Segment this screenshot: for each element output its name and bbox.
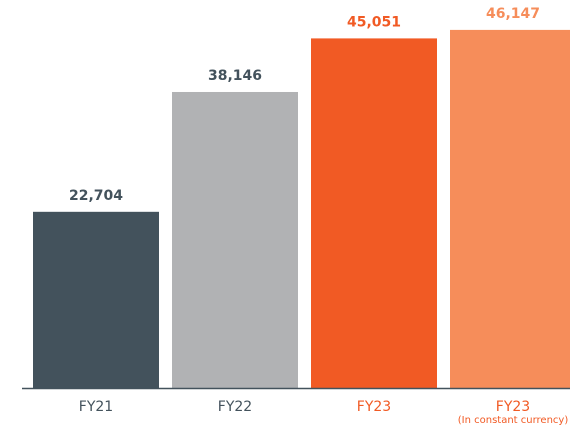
bar [450,29,570,388]
value-label: 45,051 [347,14,401,30]
bar [311,38,437,389]
x-tick-label: FY21 [79,399,113,415]
annotation: (In constant currency) [458,415,569,426]
x-tick-label: FY23 [496,399,530,415]
value-label: 22,704 [69,188,123,204]
value-label: 46,147 [486,6,540,22]
bar [172,91,298,389]
x-tick-label: FY23 [357,399,391,415]
bar [33,211,159,388]
x-tick-label: FY22 [218,399,252,415]
value-label: 38,146 [208,68,262,84]
